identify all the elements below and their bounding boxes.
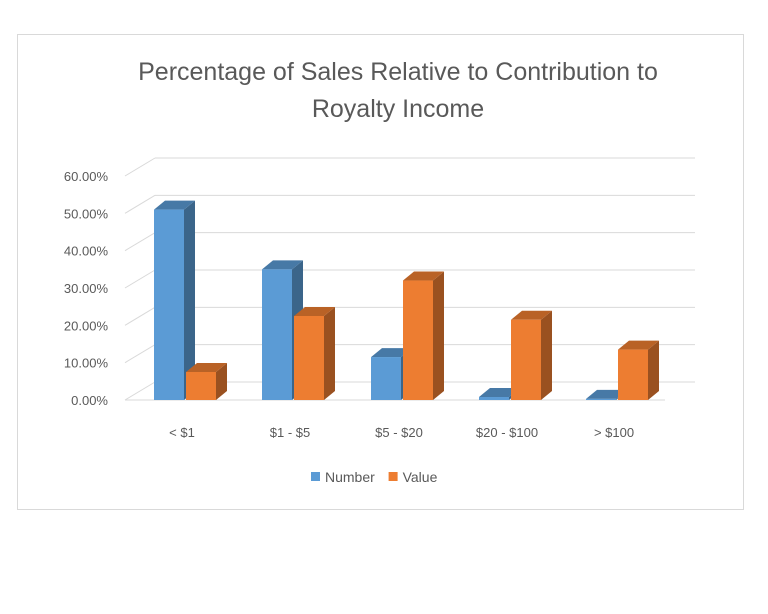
- y-tick-label: 0.00%: [71, 393, 108, 408]
- legend-label: Number: [325, 469, 375, 485]
- legend: Number Value: [311, 469, 438, 485]
- legend-item-value: Value: [388, 469, 438, 485]
- gridline: [124, 194, 695, 214]
- x-category-label: $1 - $5: [270, 425, 310, 440]
- y-tick-label: 50.00%: [64, 206, 109, 221]
- legend-swatch: [388, 472, 398, 481]
- gridline: [124, 269, 695, 289]
- legend-swatch: [311, 472, 320, 481]
- x-category-label: < $1: [169, 425, 195, 440]
- gridlines: [124, 157, 695, 401]
- x-category-label: > $100: [594, 425, 634, 440]
- legend-label: Value: [403, 469, 438, 485]
- gridline: [124, 157, 695, 177]
- bar-number: [154, 200, 195, 400]
- y-axis-ticks: 0.00% 10.00% 20.00% 30.00% 40.00% 50.00% 60.00…: [64, 169, 109, 408]
- bar-value: [186, 363, 227, 400]
- chart-title-line-2: Royalty Income: [312, 95, 484, 123]
- y-tick-label: 60.00%: [64, 169, 109, 184]
- gridline: [124, 232, 695, 252]
- y-tick-label: 40.00%: [64, 244, 109, 259]
- legend-item-number: Number: [311, 469, 375, 485]
- chart-title-line-1: Percentage of Sales Relative to Contribu…: [138, 58, 658, 86]
- chart-frame: [17, 34, 744, 510]
- chart-title: Percentage of Sales Relative to Contribu…: [138, 58, 658, 123]
- y-tick-label: 30.00%: [64, 281, 109, 296]
- y-tick-label: 10.00%: [64, 356, 109, 371]
- x-category-label: $5 - $20: [375, 425, 423, 440]
- y-tick-label: 20.00%: [64, 318, 109, 333]
- bar-value: [294, 307, 335, 400]
- x-category-label: $20 - $100: [476, 425, 538, 440]
- bar-value: [403, 271, 444, 400]
- bars: [154, 200, 659, 400]
- bar-value: [618, 340, 659, 400]
- x-axis-categories: < $1 $1 - $5 $5 - $20 $20 - $100 > $100: [169, 425, 634, 440]
- bar-value: [511, 310, 552, 400]
